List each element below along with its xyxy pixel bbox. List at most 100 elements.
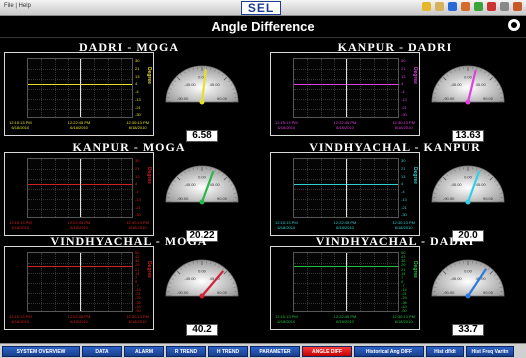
y-tick-label: -13 [135, 96, 141, 102]
x-tick-time: 12:30:13 PM [392, 220, 415, 225]
gauge-tick [168, 92, 171, 94]
x-tick-time: 12:22:45 PM [67, 314, 91, 319]
gauge-tick [496, 184, 499, 186]
grid-line [120, 253, 122, 311]
y-tick-label: 0 [135, 278, 138, 284]
navigation-bar: SYSTEM OVERVIEW DATA ALARM R TREND H TREND PA… [0, 343, 526, 358]
angle-gauge: 0.00 -45.00 45.00 -90.00 90.00 40.2 [164, 256, 240, 336]
close-icon[interactable] [513, 2, 522, 11]
nav-button-r-trend[interactable]: R TREND [166, 346, 206, 357]
gauge-tick [442, 176, 447, 181]
nav-button-data[interactable]: DATA [82, 346, 122, 357]
gauge-scale-label: 90.00 [217, 290, 228, 295]
trend-chart[interactable]: 30 21 13 4 -4 -13 -21 -30 Degree 12:15:13 PM 6/18/… [270, 52, 420, 136]
grid-line [373, 59, 375, 117]
gauge-scale-label: -45.00 [184, 82, 196, 87]
x-axis-labels: 12:15:13 PM 6/18/2010 12:22:45 PM 6/18/2010… [275, 220, 415, 230]
nav-button-system-overview[interactable]: SYSTEM OVERVIEW [2, 346, 80, 357]
gauge-needle [466, 69, 477, 104]
panel-title: DADRI - MOGA [79, 40, 179, 54]
y-tick-label: 4 [135, 181, 138, 187]
nav-button-angle-diff[interactable]: ANGLE DIFF [302, 346, 352, 357]
gauge-tick [214, 169, 216, 172]
angle-panel: VINDHYACHAL - KANPUR 30 21 13 4 -4 -13 -21 -30 De… [270, 140, 520, 242]
gauge-value-readout: 6.58 [186, 130, 218, 142]
minimize-icon[interactable] [500, 2, 509, 11]
gauge-scale-label: 45.00 [210, 182, 221, 187]
time-cursor[interactable] [80, 59, 81, 117]
gauge-scale-label: -45.00 [184, 276, 196, 281]
tools-icon[interactable] [461, 2, 470, 11]
time-cursor[interactable] [346, 253, 347, 311]
gauge-tick [442, 270, 447, 275]
y-tick-label: 30 [135, 58, 140, 63]
gauge-tick [499, 92, 502, 94]
top-toolbar: File | Help SEL [0, 0, 526, 16]
gauge-tick [498, 88, 501, 90]
grid-line [307, 59, 309, 117]
gauge-tick [480, 169, 482, 172]
trend-chart[interactable]: 50 43 36 29 21 14 7 0 -7 -14 -21 -29 -36 -43 -50 Degree… [270, 246, 420, 330]
gauge-scale-label: 0.00 [198, 269, 207, 274]
gauge-tick [174, 274, 176, 277]
nav-button-alarm[interactable]: ALARM [124, 346, 164, 357]
gauge-tick [437, 278, 440, 280]
gauge-tick [210, 168, 212, 171]
menu-bar[interactable]: File | Help [4, 3, 31, 9]
nav-button-h-trend[interactable]: H TREND [208, 346, 248, 357]
gauge-tick [437, 184, 440, 186]
help-icon[interactable] [435, 2, 444, 11]
refresh-icon[interactable] [474, 2, 483, 11]
y-tick-label: 50 [401, 250, 406, 255]
gauge-value-readout: 33.7 [452, 324, 484, 336]
gauge-tick [487, 74, 490, 76]
gauge-tick [233, 286, 236, 288]
y-tick-label: -43 [401, 303, 407, 309]
trend-chart[interactable]: 30 21 13 4 -4 -13 -21 -30 Degree 12:15:13 PM 6/18/… [4, 152, 154, 236]
x-tick-label: 12:30:13 PM 6/18/2010 [126, 220, 149, 230]
time-cursor[interactable] [346, 159, 347, 217]
gauge-tick [499, 286, 502, 288]
gauge-hub [465, 199, 471, 205]
nav-button-hist-freq-varitn[interactable]: Hist Freq Varitn [466, 346, 514, 357]
nav-button-historical-ang-diff[interactable]: Historical Ang DIFF [354, 346, 424, 357]
gauge-scale-label: -45.00 [450, 182, 462, 187]
x-tick-time: 12:30:13 PM [126, 220, 149, 225]
x-tick-label: 12:15:13 PM 6/18/2010 [275, 220, 298, 230]
save-icon[interactable] [448, 2, 457, 11]
grid-line [333, 159, 335, 217]
trend-chart[interactable]: 30 21 13 4 -4 -13 -21 -30 Degree 12:15:13 PM 6/18/… [4, 52, 154, 136]
gauge-dial: 0.00-45.00 45.00 -90.00 90.00 [165, 165, 239, 205]
gauge-tick [188, 263, 190, 266]
x-tick-time: 12:15:13 PM [275, 220, 298, 225]
x-tick-time: 12:30:13 PM [392, 120, 415, 125]
gauge-tick [434, 92, 437, 94]
gauge-tick [232, 88, 235, 90]
gauge-tick [184, 71, 186, 74]
gauge-tick [489, 270, 494, 275]
trend-chart[interactable]: 50 43 36 29 21 14 7 0 -7 -14 -21 -29 -36 -43 -50 Degree… [4, 246, 154, 330]
x-tick-date: 6/18/2010 [336, 125, 354, 130]
settings-icon[interactable] [508, 19, 520, 31]
panel-title: VINDHYACHAL - KANPUR [309, 140, 481, 154]
user-icon[interactable] [487, 2, 496, 11]
gauge-scale-label: -90.00 [443, 196, 455, 201]
gauge-tick [230, 84, 233, 86]
alarm-icon[interactable] [422, 2, 431, 11]
time-cursor[interactable] [80, 159, 81, 217]
y-tick-label: -50 [401, 307, 407, 313]
nav-button-hist-df-dt[interactable]: Hist df/dt [426, 346, 464, 357]
time-cursor[interactable] [80, 253, 81, 311]
time-cursor[interactable] [346, 59, 347, 117]
gauge-tick [176, 176, 181, 181]
trend-chart[interactable]: 30 21 13 4 -4 -13 -21 -30 Degree 12:15:13 PM 6/18/… [270, 152, 420, 236]
nav-button-parameter[interactable]: PARAMETER [250, 346, 300, 357]
x-tick-date: 6/18/2010 [128, 125, 147, 130]
angle-panel: DADRI - MOGA 30 21 13 4 -4 -13 -21 -30 Degree 12:1… [4, 40, 254, 142]
gauge-hub [465, 293, 471, 299]
gauge-tick [171, 278, 174, 280]
y-tick-label: -4 [401, 189, 405, 194]
gauge-value-readout: 20.22 [186, 230, 218, 242]
gauge-tick [221, 174, 224, 176]
gauge-tick [223, 176, 228, 181]
